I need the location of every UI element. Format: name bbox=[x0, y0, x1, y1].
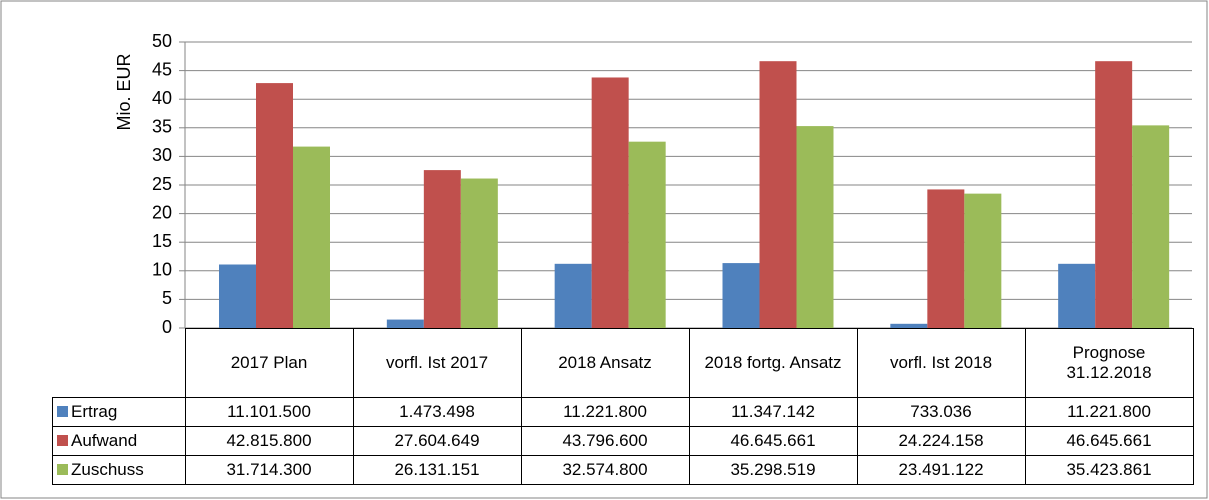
legend-swatch bbox=[57, 464, 68, 475]
legend-entry: Zuschuss bbox=[52, 455, 186, 485]
bar bbox=[1132, 125, 1170, 328]
y-tick-label: 10 bbox=[152, 260, 172, 280]
table-value: 32.574.800 bbox=[520, 455, 690, 485]
bar bbox=[890, 323, 928, 328]
x-tick-label: 2018 fortg. Ansatz bbox=[688, 328, 858, 398]
bar bbox=[386, 319, 424, 328]
y-tick-label: 15 bbox=[152, 231, 172, 251]
table-value: 24.224.158 bbox=[856, 426, 1026, 456]
bar bbox=[759, 61, 797, 328]
y-tick-label: 35 bbox=[152, 117, 172, 137]
bar bbox=[423, 170, 461, 328]
bar bbox=[628, 141, 666, 328]
y-tick-label: 30 bbox=[152, 145, 172, 165]
x-tick-label: 2018 Ansatz bbox=[520, 328, 690, 398]
table-value: 43.796.600 bbox=[520, 426, 690, 456]
table-value: 46.645.661 bbox=[1024, 426, 1194, 456]
bar bbox=[796, 126, 834, 328]
y-tick-label: 45 bbox=[152, 59, 172, 79]
y-axis-title: Mio. EUR bbox=[114, 53, 134, 130]
legend-entry: Ertrag bbox=[52, 397, 186, 427]
table-value: 11.221.800 bbox=[520, 397, 690, 427]
table-value: 46.645.661 bbox=[688, 426, 858, 456]
legend-label: Zuschuss bbox=[71, 460, 144, 479]
legend-label: Aufwand bbox=[71, 431, 138, 450]
legend-label: Ertrag bbox=[71, 402, 118, 421]
x-tick-label: Prognose 31.12.2018 bbox=[1024, 328, 1194, 398]
bar bbox=[460, 178, 498, 328]
x-tick-label: vorfl. Ist 2018 bbox=[856, 328, 1026, 398]
bar bbox=[722, 263, 760, 328]
table-value: 11.221.800 bbox=[1024, 397, 1194, 427]
x-tick-label: 2017 Plan bbox=[184, 328, 354, 398]
bar bbox=[927, 189, 965, 328]
x-tick-label: vorfl. Ist 2017 bbox=[352, 328, 522, 398]
bar bbox=[591, 77, 629, 328]
table-corner bbox=[52, 328, 186, 398]
y-tick-label: 0 bbox=[162, 317, 172, 337]
legend-entry: Aufwand bbox=[52, 426, 186, 456]
table-value: 27.604.649 bbox=[352, 426, 522, 456]
y-tick-label: 25 bbox=[152, 174, 172, 194]
bar bbox=[1095, 61, 1133, 328]
y-tick-label: 40 bbox=[152, 88, 172, 108]
table-value: 35.423.861 bbox=[1024, 455, 1194, 485]
table-value: 42.815.800 bbox=[184, 426, 354, 456]
y-tick-label: 20 bbox=[152, 202, 172, 222]
bar bbox=[554, 263, 592, 328]
y-tick-label: 5 bbox=[162, 288, 172, 308]
table-value: 35.298.519 bbox=[688, 455, 858, 485]
legend-swatch bbox=[57, 435, 68, 446]
table-value: 1.473.498 bbox=[352, 397, 522, 427]
bar bbox=[293, 146, 330, 328]
bar bbox=[219, 264, 256, 328]
table-value: 26.131.151 bbox=[352, 455, 522, 485]
legend-swatch bbox=[57, 406, 68, 417]
table-value: 31.714.300 bbox=[184, 455, 354, 485]
bar bbox=[964, 193, 1002, 328]
bar bbox=[256, 83, 293, 328]
table-value: 23.491.122 bbox=[856, 455, 1026, 485]
y-tick-label: 50 bbox=[152, 31, 172, 51]
data-table: 2017 Plan vorfl. Ist 2017 2018 Ansatz 2018 … bbox=[52, 328, 1194, 485]
table-value: 11.101.500 bbox=[184, 397, 354, 427]
bar bbox=[1058, 263, 1096, 328]
table-value: 11.347.142 bbox=[688, 397, 858, 427]
table-value: 733.036 bbox=[856, 397, 1026, 427]
